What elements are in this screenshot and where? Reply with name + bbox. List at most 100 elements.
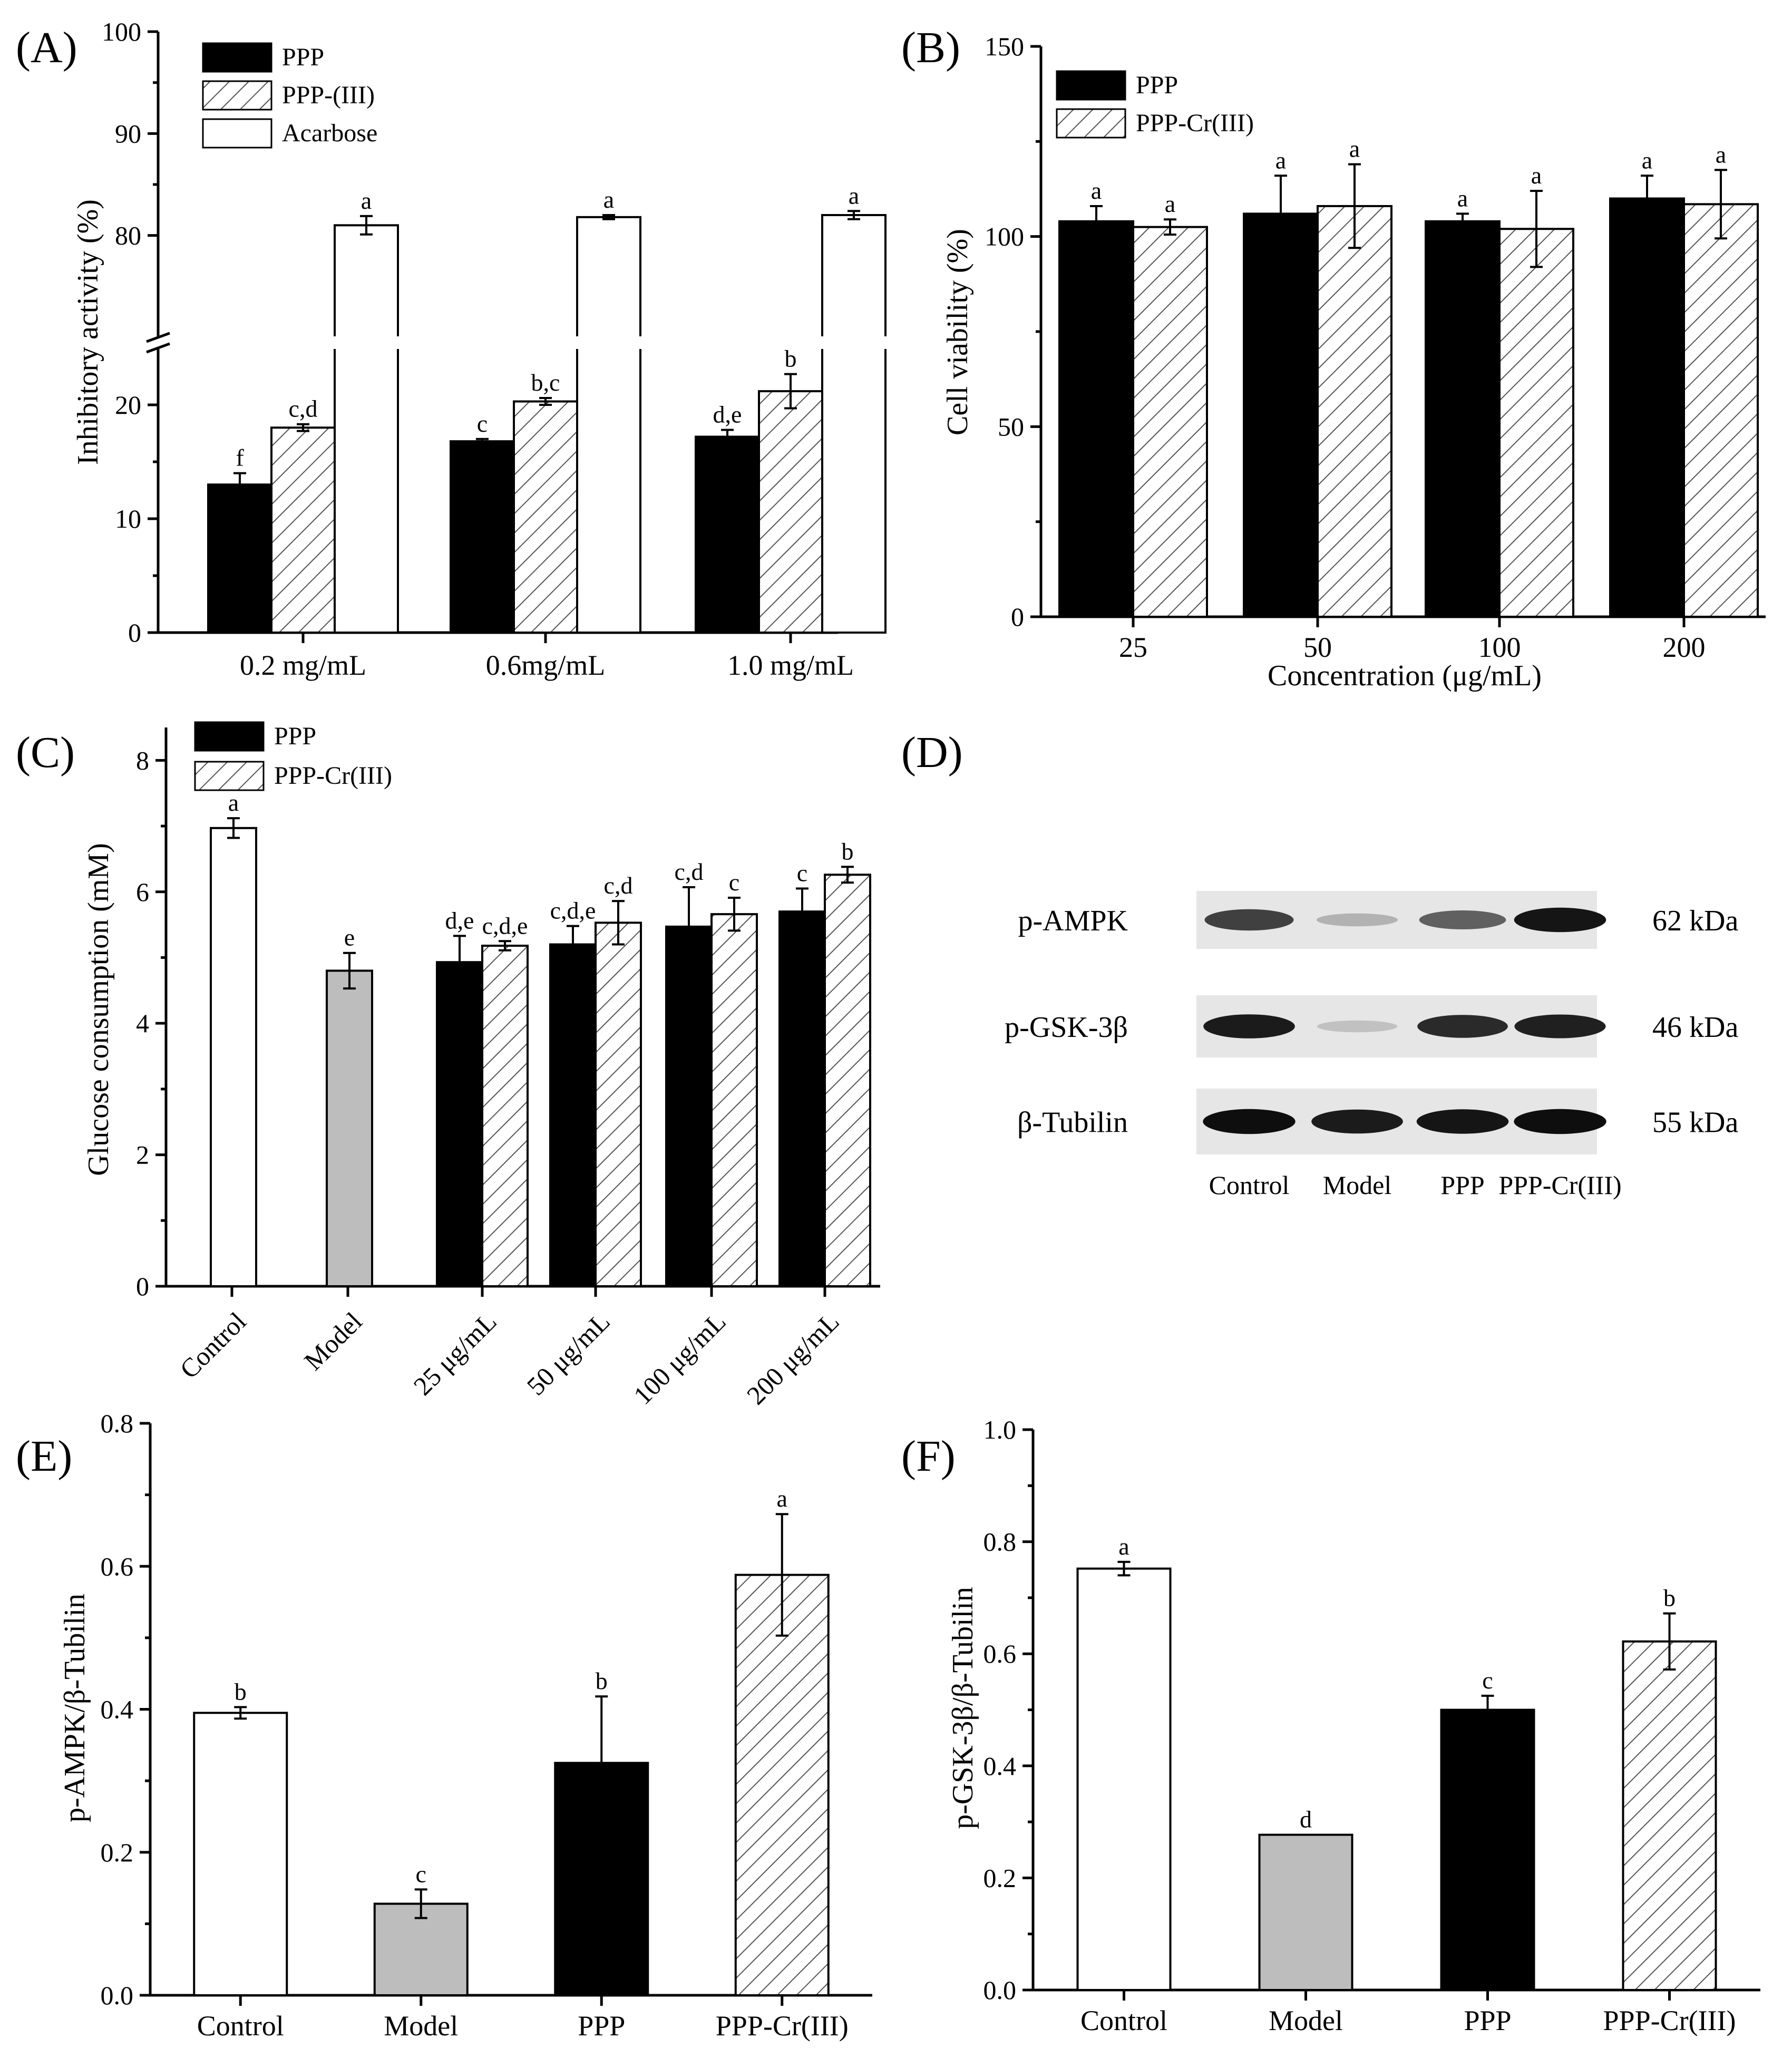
significance-letter: c — [797, 860, 807, 887]
x-tick-label: 100 — [1478, 632, 1521, 663]
panel-e-chart: (E) 0.0 0.2 0.4 0.6 0.8 p-AMPK/β-Tubilin Contro… — [16, 1409, 872, 2042]
bar — [207, 483, 272, 634]
y-tick-label: 20 — [115, 390, 141, 420]
bar — [1609, 197, 1685, 618]
panel-f-chart: (F) 0.0 0.2 0.4 0.6 0.8 1.0 p-GSK-3β/β-Tubilin C… — [901, 1415, 1760, 2036]
bar — [270, 426, 336, 634]
error-bar — [1641, 174, 1653, 222]
legend-item: Acarbose — [202, 118, 377, 149]
y-tick-label: 0.6 — [983, 1639, 1017, 1668]
panel-label: (C) — [16, 728, 75, 777]
error-bar — [1274, 174, 1287, 253]
significance-letter: b,c — [531, 369, 560, 396]
x-tick-label: 0.6mg/mL — [486, 649, 606, 681]
error-bar — [499, 940, 511, 952]
significance-letter: a — [777, 1485, 787, 1512]
legend-item-label: PPP-Cr(III) — [1136, 109, 1254, 137]
x-tick-label: 200 μg/mL — [741, 1306, 845, 1410]
y-tick-label: 0.4 — [983, 1751, 1017, 1781]
panel-label: (A) — [16, 23, 77, 72]
panel-c-chart: (C) 0 2 4 6 8 Glucose consumption (mM) Control M… — [16, 721, 880, 1410]
x-tick-label: PPP — [578, 2010, 625, 2042]
y-axis-title: Glucose consumption (mM) — [82, 843, 115, 1176]
y-tick-label: 0 — [128, 618, 141, 647]
panel-label: (E) — [16, 1432, 72, 1481]
bar — [1132, 226, 1208, 618]
legend-item-swatch — [202, 80, 272, 111]
significance-letter: c,d,e — [550, 897, 596, 924]
panel-label: (D) — [901, 728, 963, 777]
blot-row: p-AMPK 62 kDa — [1018, 891, 1738, 949]
significance-letter: a — [361, 187, 372, 214]
significance-letter: b — [842, 838, 854, 865]
blot-lane-label: Model — [1323, 1170, 1392, 1200]
blot-band — [1514, 1014, 1606, 1038]
blot-size-label: 55 kDa — [1652, 1106, 1738, 1139]
bar — [450, 440, 515, 634]
significance-letter: a — [1531, 162, 1542, 189]
y-tick-label: 0.4 — [101, 1695, 134, 1724]
legend-item-label: Acarbose — [282, 119, 377, 147]
bar — [1425, 220, 1501, 618]
legend-item-swatch — [202, 118, 272, 149]
blot-row: β-Tubilin 55 kDa — [1017, 1089, 1738, 1154]
y-tick-label: 10 — [115, 504, 141, 533]
y-tick-label: 0.8 — [101, 1409, 134, 1438]
error-bar — [683, 886, 695, 967]
blot-band — [1514, 1109, 1606, 1134]
legend-item: PPP — [1056, 70, 1178, 101]
y-tick-label: 50 — [998, 412, 1024, 441]
bar — [734, 1574, 830, 1996]
significance-letter: b — [235, 1678, 247, 1705]
legend-item-label: PPP — [1136, 71, 1178, 99]
x-tick-label: 100 μg/mL — [628, 1306, 732, 1410]
bar-break-gap — [332, 336, 401, 349]
error-bar — [1663, 1612, 1676, 1671]
significance-letter: c — [416, 1860, 426, 1887]
significance-letter: b — [596, 1667, 608, 1694]
legend-item-label: PPP — [274, 722, 316, 750]
x-tick-label: 1.0 mg/mL — [727, 649, 854, 681]
blot-band — [1317, 1020, 1398, 1033]
y-tick-label: 100 — [102, 17, 141, 46]
y-tick-label: 8 — [136, 745, 149, 775]
significance-letter: b — [1663, 1585, 1676, 1612]
panel-label: (F) — [901, 1432, 956, 1481]
blot-row: p-GSK-3β 46 kDa — [1005, 995, 1738, 1057]
bar — [513, 400, 578, 634]
significance-letter: f — [236, 444, 244, 471]
error-bar — [848, 210, 860, 220]
y-tick-label: 150 — [985, 32, 1024, 61]
x-tick-label: 50 — [1303, 632, 1332, 663]
x-tick-label: 50 μg/mL — [521, 1306, 615, 1401]
error-bar — [784, 373, 797, 410]
error-bar — [567, 925, 579, 964]
y-tick-label: 0 — [1011, 602, 1024, 632]
y-tick-label: 0.0 — [983, 1975, 1017, 2005]
y-tick-label: 0.0 — [101, 1981, 134, 2010]
y-tick-label: 0.2 — [983, 1863, 1017, 1892]
y-axis-title: p-GSK-3β/β-Tubilin — [947, 1587, 979, 1829]
significance-letter: c,d — [675, 858, 704, 885]
blot-band — [1204, 909, 1294, 931]
error-bar — [539, 397, 552, 406]
x-tick-label: 25 μg/mL — [407, 1306, 502, 1401]
error-bar — [1481, 1694, 1494, 1725]
error-bar — [343, 952, 356, 990]
error-bar — [414, 1888, 427, 1919]
bar-break-gap — [819, 336, 889, 349]
y-tick-label: 2 — [136, 1140, 149, 1170]
error-bar — [233, 472, 246, 497]
significance-letter: c — [477, 410, 488, 437]
bar — [1317, 205, 1392, 618]
y-tick-label: 0 — [136, 1271, 149, 1301]
significance-letter: a — [1457, 185, 1468, 211]
significance-letter: b — [785, 345, 797, 372]
legend-item-swatch — [194, 721, 265, 752]
significance-letter: a — [1091, 177, 1102, 204]
x-tick-label: 0.2 mg/mL — [240, 649, 366, 681]
blot-lane-label: PPP — [1440, 1170, 1484, 1200]
error-bar — [234, 1706, 247, 1720]
blot-protein-label: p-GSK-3β — [1005, 1011, 1128, 1044]
